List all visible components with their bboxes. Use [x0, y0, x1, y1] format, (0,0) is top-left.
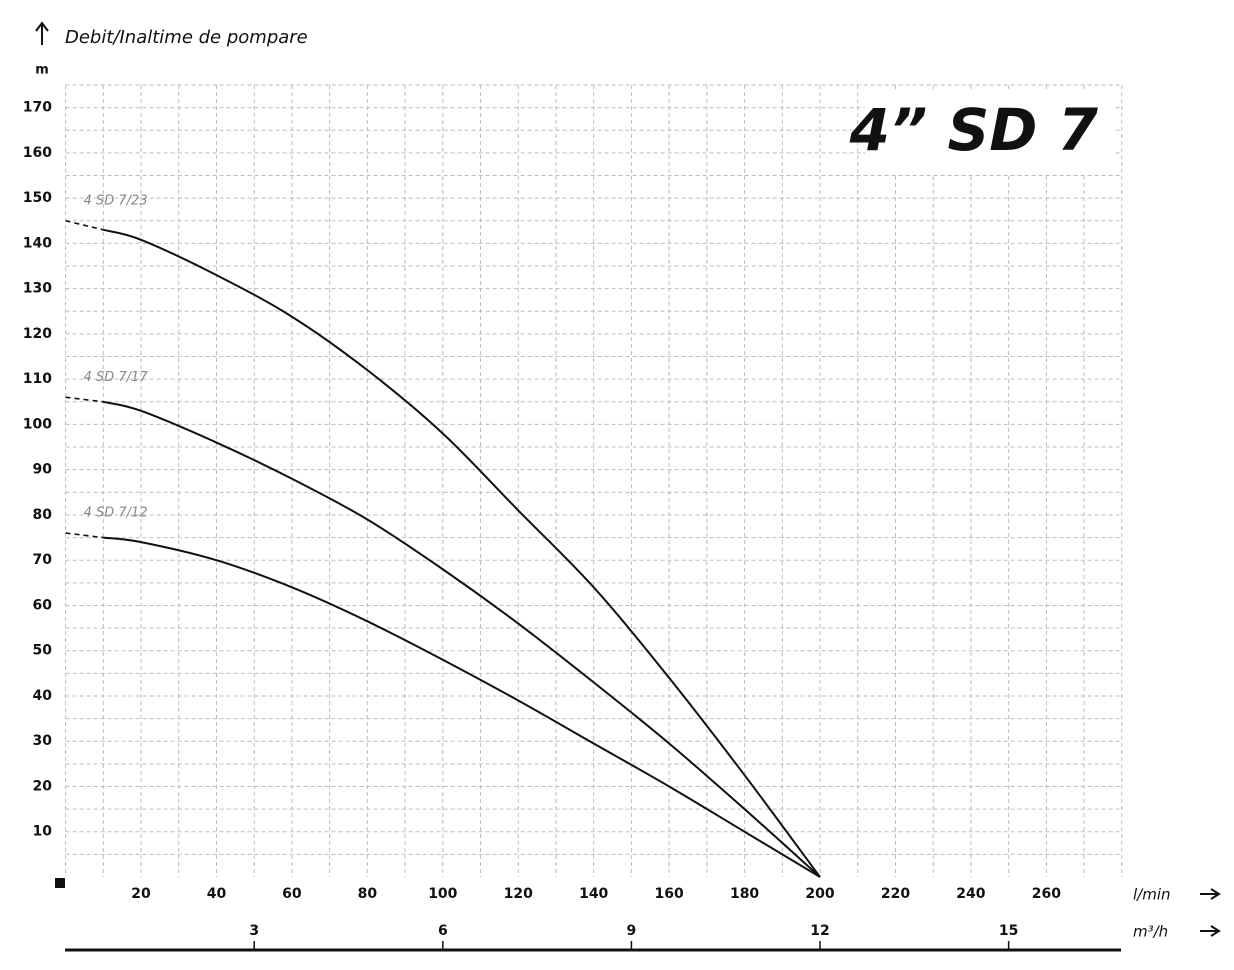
- x2-tick-label: 12: [810, 923, 829, 939]
- y-tick-label: 30: [33, 733, 53, 749]
- y-axis-title: Debit/Inaltime de pompare: [65, 27, 308, 48]
- y-tick-label: 40: [33, 688, 53, 704]
- x2-arrow: [1200, 925, 1221, 937]
- x-tick-label: 80: [358, 886, 378, 902]
- y-tick-label: 10: [33, 824, 53, 840]
- x2-tick-label: 3: [249, 923, 259, 939]
- x-tick-label: 140: [579, 886, 608, 902]
- series-label: 4 SD 7/23: [84, 193, 148, 208]
- series-line-extrapolated: [65, 532, 104, 539]
- origin-marker: [55, 878, 65, 888]
- series-label: 4 SD 7/17: [84, 370, 149, 385]
- series-line: [103, 228, 821, 878]
- x-tick-label: 100: [428, 886, 457, 902]
- x-tick-label: 240: [956, 886, 985, 902]
- series-label: 4 SD 7/12: [84, 506, 148, 521]
- y-tick-label: 170: [23, 100, 52, 116]
- x-tick-label: 120: [504, 886, 533, 902]
- x-tick-label: 220: [881, 886, 910, 902]
- y-tick-label: 70: [33, 552, 53, 568]
- y-tick-label: 150: [23, 190, 52, 206]
- plot: 10 20 30 40 50 60 70 80 90 100 110 120 130 140 150 160 1…: [23, 100, 1061, 950]
- y-tick-label: 160: [23, 145, 52, 161]
- y-arrow: [35, 21, 49, 45]
- y-tick-label: 130: [23, 281, 52, 297]
- x-tick-label: 180: [730, 886, 759, 902]
- series-line: [103, 400, 821, 878]
- y-tick-label: 50: [33, 643, 53, 659]
- y-tick-label: 140: [23, 235, 52, 251]
- grid: [65, 84, 1123, 877]
- x-tick-label: 260: [1032, 886, 1061, 902]
- series-line-extrapolated: [65, 219, 104, 231]
- title-backdrop: [865, 92, 1115, 174]
- y-unit: m: [35, 63, 49, 78]
- y-tick-label: 20: [33, 778, 53, 794]
- x2-tick-label: 15: [999, 923, 1018, 939]
- y-tick-label: 90: [33, 462, 53, 478]
- x-tick-label: 160: [655, 886, 684, 902]
- x2-unit: m³/h: [1133, 923, 1168, 941]
- x-tick-label: 20: [131, 886, 151, 902]
- x2-tick-label: 6: [438, 923, 448, 939]
- x-tick-label: 60: [282, 886, 302, 902]
- y-tick-label: 120: [23, 326, 52, 342]
- y-tick-label: 80: [33, 507, 53, 523]
- x-tick-label: 40: [207, 886, 227, 902]
- x-arrow: [1200, 888, 1221, 900]
- y-tick-label: 100: [23, 416, 52, 432]
- x2-tick-label: 9: [627, 923, 637, 939]
- series-line: [103, 536, 821, 878]
- chart-title: 4” SD 7: [849, 96, 1099, 164]
- x-tick-label: 200: [805, 886, 834, 902]
- y-tick-label: 110: [23, 371, 52, 387]
- series-line-extrapolated: [65, 396, 104, 403]
- y-tick-label: 60: [33, 597, 53, 613]
- x-unit: l/min: [1133, 886, 1171, 904]
